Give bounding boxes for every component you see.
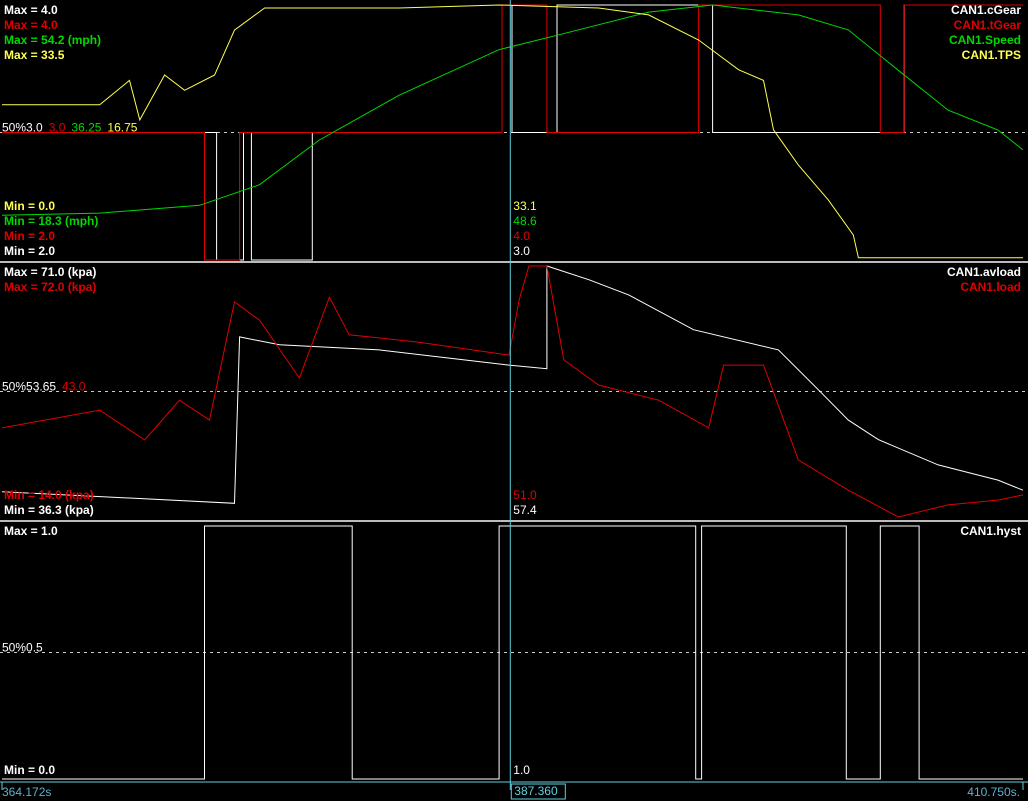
min-label: Min = 0.0 — [4, 199, 55, 213]
mid-label: 50%3.0 — [2, 121, 43, 135]
cursor-value: 33.1 — [513, 199, 537, 213]
trace — [2, 4, 1023, 261]
mid-label: 36.25 — [71, 121, 101, 135]
mid-label: 43.0 — [62, 380, 86, 394]
min-label: Min = 14.0 (kpa) — [4, 488, 94, 502]
max-label: Max = 72.0 (kpa) — [4, 280, 96, 294]
trace — [2, 4, 1023, 259]
max-label: Max = 4.0 — [4, 18, 58, 32]
mid-label: 16.75 — [107, 121, 137, 135]
trace — [1, 265, 1024, 518]
max-label: Max = 54.2 (mph) — [4, 33, 101, 47]
cursor-value: 3.0 — [513, 244, 530, 258]
cursor-label: 387.360 — [514, 784, 558, 798]
legend-entry: CAN1.load — [960, 280, 1021, 294]
cursor-value: 1.0 — [513, 763, 530, 777]
trace — [1, 265, 1024, 504]
cursor-value: 48.6 — [513, 214, 537, 228]
min-label: Min = 18.3 (mph) — [4, 214, 98, 228]
x-tick-label: 364.172s — [2, 785, 51, 799]
legend-entry: CAN1.Speed — [949, 33, 1021, 47]
legend-entry: CAN1.hyst — [960, 524, 1021, 538]
x-tick-label: 410.750s. — [967, 785, 1020, 799]
legend-entry: CAN1.tGear — [954, 18, 1022, 32]
cursor-label-box — [510, 783, 566, 800]
cursor-value: 51.0 — [513, 488, 537, 502]
min-label: Min = 0.0 — [4, 763, 55, 777]
min-label: Min = 36.3 (kpa) — [4, 503, 94, 517]
mid-label: 50%0.5 — [2, 641, 43, 655]
max-label: Max = 1.0 — [4, 524, 58, 538]
min-label: Min = 2.0 — [4, 229, 55, 243]
cursor-value: 4.0 — [513, 229, 530, 243]
trace — [1, 4, 1024, 216]
min-label: Min = 2.0 — [4, 244, 55, 258]
legend-entry: CAN1.TPS — [962, 48, 1021, 62]
cursor-value: 57.4 — [513, 503, 537, 517]
max-label: Max = 33.5 — [4, 48, 65, 62]
trace — [2, 525, 1023, 780]
legend-entry: CAN1.avload — [947, 265, 1021, 279]
legend-entry: CAN1.cGear — [951, 3, 1021, 17]
max-label: Max = 71.0 (kpa) — [4, 265, 96, 279]
mid-label: 3.0 — [49, 121, 66, 135]
mid-label: 50%53.65 — [2, 380, 56, 394]
max-label: Max = 4.0 — [4, 3, 58, 17]
